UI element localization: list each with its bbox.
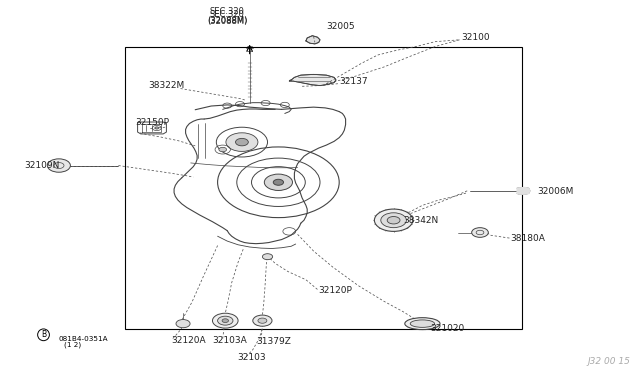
Circle shape xyxy=(222,319,228,323)
Text: 081B4-0351A: 081B4-0351A xyxy=(59,336,109,341)
Ellipse shape xyxy=(410,320,435,327)
Text: (1 2): (1 2) xyxy=(64,341,81,348)
Text: (32088M): (32088M) xyxy=(207,16,248,25)
Text: J32 00 15: J32 00 15 xyxy=(588,357,630,366)
Circle shape xyxy=(155,127,159,129)
Bar xyxy=(125,46,522,329)
Text: B: B xyxy=(41,330,46,339)
Circle shape xyxy=(236,138,248,146)
Polygon shape xyxy=(289,74,336,86)
Circle shape xyxy=(472,228,488,237)
Circle shape xyxy=(387,217,400,224)
Text: 38322M: 38322M xyxy=(148,81,185,90)
Text: 38342N: 38342N xyxy=(403,216,438,225)
Text: 32120P: 32120P xyxy=(319,286,353,295)
Text: SEC.320: SEC.320 xyxy=(210,10,244,19)
Circle shape xyxy=(381,213,406,228)
Circle shape xyxy=(176,320,190,328)
Text: SEC.320
(32088M): SEC.320 (32088M) xyxy=(207,7,248,26)
Ellipse shape xyxy=(405,318,440,330)
Circle shape xyxy=(47,159,70,172)
Polygon shape xyxy=(517,187,530,194)
Text: 32103: 32103 xyxy=(237,353,266,362)
Circle shape xyxy=(226,133,258,151)
Text: 32150P: 32150P xyxy=(136,118,170,127)
Circle shape xyxy=(264,174,292,190)
Text: 32100: 32100 xyxy=(461,33,490,42)
Text: 38180A: 38180A xyxy=(511,234,545,243)
Text: 32103A: 32103A xyxy=(212,336,247,345)
Circle shape xyxy=(273,179,284,185)
Text: 32137: 32137 xyxy=(339,77,368,86)
Circle shape xyxy=(258,318,267,323)
Circle shape xyxy=(253,315,272,326)
Text: 32005: 32005 xyxy=(326,22,355,31)
Text: 321020: 321020 xyxy=(430,324,465,333)
Circle shape xyxy=(212,313,238,328)
Text: 32006M: 32006M xyxy=(538,187,574,196)
Circle shape xyxy=(374,209,413,231)
Text: 31379Z: 31379Z xyxy=(256,337,291,346)
Text: 32120A: 32120A xyxy=(172,336,206,345)
Text: 32109N: 32109N xyxy=(24,161,60,170)
Circle shape xyxy=(219,147,227,152)
Circle shape xyxy=(262,254,273,260)
Polygon shape xyxy=(306,36,320,44)
Circle shape xyxy=(218,316,233,325)
